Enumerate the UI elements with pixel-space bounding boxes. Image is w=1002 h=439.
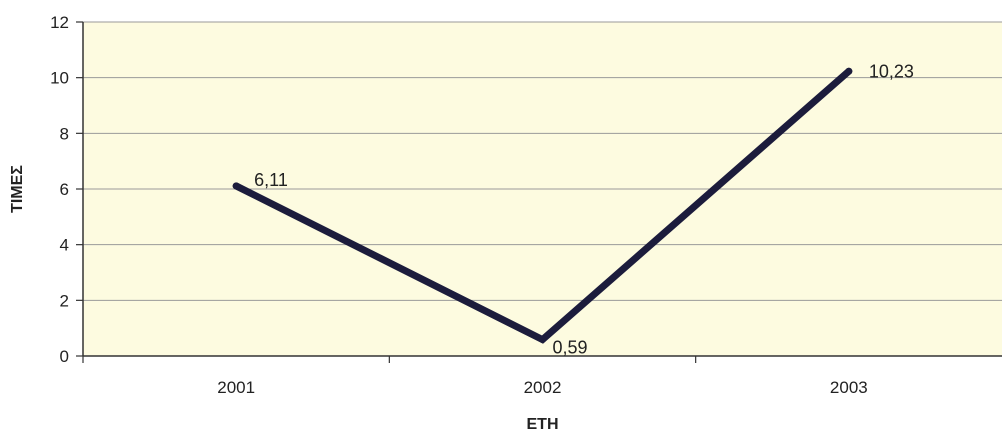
axes: 0 2 4 6 8 10 12 2001 2002 2003 [50, 13, 1002, 397]
data-labels: 6,11 0,59 10,23 [254, 61, 914, 357]
y-tick-label: 0 [60, 347, 69, 366]
x-tick-label: 2002 [524, 378, 562, 397]
y-tick-label: 4 [60, 236, 69, 255]
y-tick-label: 8 [60, 124, 69, 143]
data-point [232, 182, 240, 190]
y-tick-label: 10 [50, 69, 69, 88]
data-label: 6,11 [254, 170, 288, 190]
x-axis-title: ΕΤΗ [527, 416, 559, 433]
x-tick-label: 2001 [217, 378, 255, 397]
y-axis-title: ΤΙΜΕΣ [9, 165, 26, 213]
data-point [539, 336, 546, 344]
y-tick-label: 6 [60, 180, 69, 199]
data-point [845, 67, 853, 75]
data-label: 0,59 [553, 338, 588, 358]
x-tick-label: 2003 [830, 378, 868, 397]
y-tick-label: 2 [60, 291, 69, 310]
data-label: 10,23 [869, 61, 914, 81]
series-layer [232, 67, 853, 344]
y-tick-label: 12 [50, 13, 69, 32]
